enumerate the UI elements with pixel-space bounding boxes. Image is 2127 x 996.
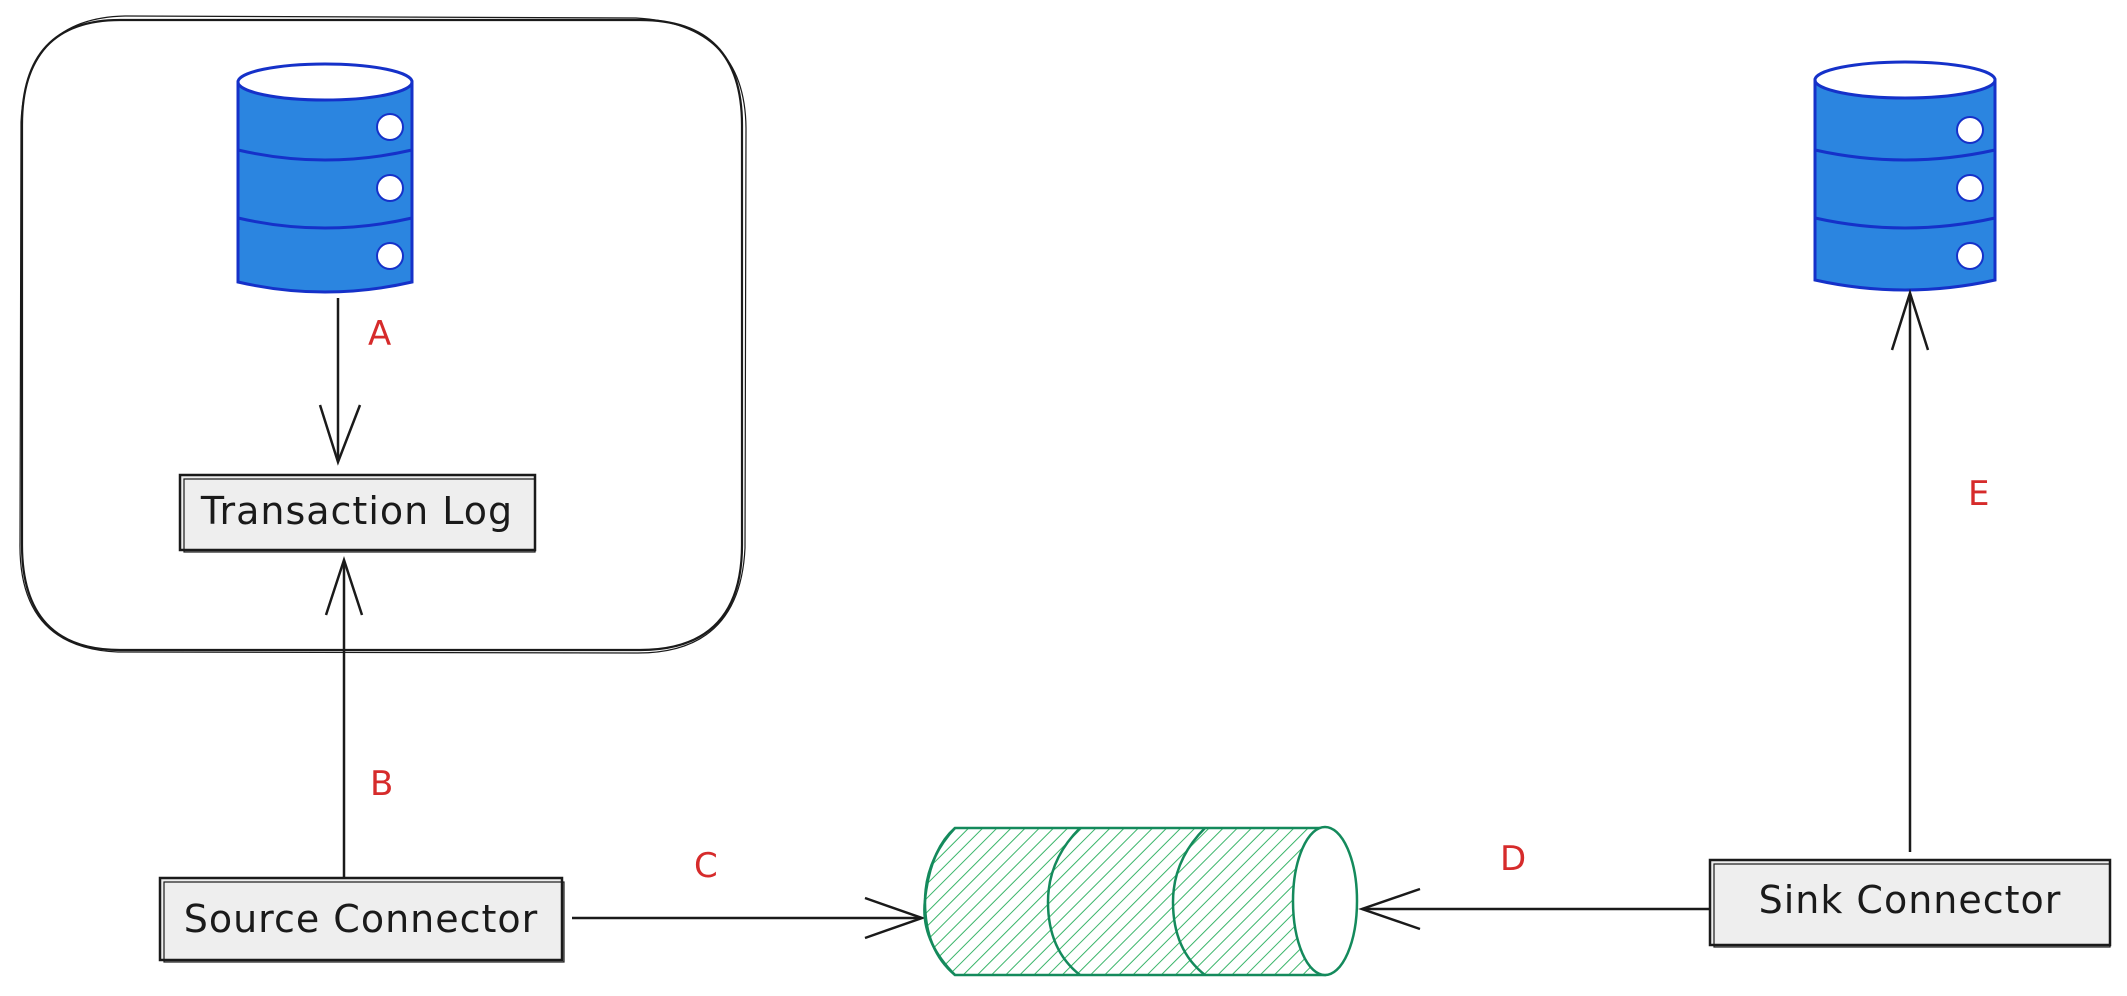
source-database-icon	[236, 62, 414, 294]
step-label-e: E	[1968, 474, 1989, 514]
sink-connector-label: Sink Connector	[1759, 878, 2062, 922]
source-connector-box: Source Connector	[158, 876, 565, 963]
source-connector-label: Source Connector	[184, 897, 539, 941]
step-label-d: D	[1500, 839, 1526, 879]
transaction-log-label: Transaction Log	[200, 489, 513, 533]
sink-database-icon	[1813, 60, 1997, 292]
arrow-d	[1358, 887, 1710, 931]
topic-cylinder-icon	[923, 825, 1359, 977]
arrow-e	[1890, 288, 1930, 852]
step-label-c: C	[694, 846, 718, 886]
arrow-a	[318, 298, 362, 466]
arrow-c	[572, 896, 926, 940]
step-label-a: A	[368, 314, 391, 354]
transaction-log-box: Transaction Log	[178, 473, 537, 553]
step-label-b: B	[370, 764, 393, 804]
source-system-boundary	[19, 15, 747, 654]
sink-connector-box: Sink Connector	[1708, 858, 2112, 948]
arrow-b	[324, 555, 364, 880]
